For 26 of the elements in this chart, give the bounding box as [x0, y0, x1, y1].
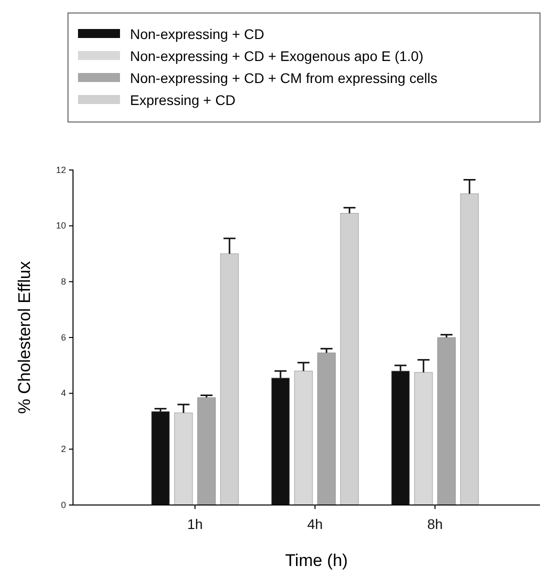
legend-label: Non-expressing + CD — [130, 26, 264, 42]
bar — [317, 352, 336, 506]
bar — [294, 370, 313, 506]
x-axis-title: Time (h) — [285, 551, 348, 570]
x-tick-label: 8h — [427, 516, 443, 532]
legend-label: Non-expressing + CD + Exogenous apo E (1.0) — [130, 48, 424, 64]
legend-label: Expressing + CD — [130, 92, 236, 108]
y-axis-title: % Cholesterol Efflux — [15, 260, 34, 414]
bar — [340, 213, 359, 506]
y-tick-label: 8 — [60, 276, 66, 287]
bar — [220, 254, 239, 506]
y-tick-label: 4 — [60, 388, 66, 398]
bar — [197, 397, 216, 506]
bar — [174, 412, 193, 506]
x-tick-label: 4h — [307, 516, 323, 532]
y-tick-label: 6 — [60, 332, 66, 342]
y-tick-label: 10 — [56, 220, 66, 231]
y-tick-label: 2 — [60, 444, 66, 454]
bar — [437, 337, 456, 506]
x-tick-label: 1h — [187, 516, 203, 532]
legend-label: Non-expressing + CD + CM from expressing cells — [130, 70, 438, 86]
bar — [414, 372, 433, 506]
y-tick-label: 12 — [56, 164, 66, 175]
bar — [151, 411, 170, 506]
y-tick-label: 0 — [60, 500, 66, 510]
bar — [460, 194, 479, 506]
